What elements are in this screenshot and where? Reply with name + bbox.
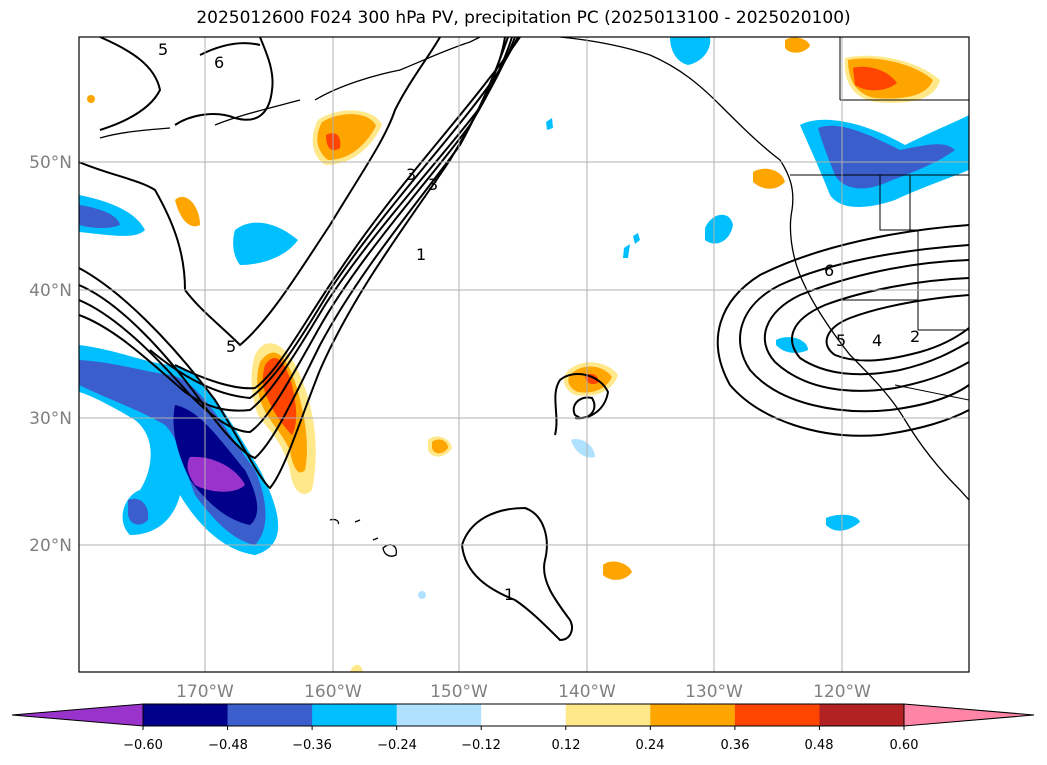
- lon-label: 150°W: [430, 682, 488, 702]
- pv-contour-labels: 5 6 5 3 1 3 6 5 4 2 1: [158, 40, 920, 604]
- gridlines: [79, 37, 969, 672]
- pv-label: 1: [504, 585, 514, 604]
- colorbar-cell: [227, 704, 313, 726]
- map-title: 2025012600 F024 300 hPa PV, precipitatio…: [196, 8, 851, 28]
- pv-label: 5: [226, 337, 236, 356]
- longitude-labels: 170°W 160°W 150°W 140°W 130°W 120°W: [176, 682, 871, 702]
- coastlines: [99, 37, 969, 557]
- colorbar-label: 0.36: [721, 738, 750, 753]
- map-frame: [78, 36, 970, 673]
- borders: [790, 37, 969, 401]
- colorbar-cell: [565, 704, 651, 726]
- colorbar-cell: [312, 704, 398, 726]
- lat-label: 40°N: [29, 281, 72, 301]
- colorbar-ticks: [142, 726, 905, 730]
- colorbar-label: −0.60: [123, 738, 163, 753]
- colorbar-label: 0.60: [890, 738, 919, 753]
- pv-label: 6: [214, 53, 224, 72]
- colorbar-label: 0.12: [552, 738, 581, 753]
- colorbar: −0.60 −0.48 −0.36 −0.24 −0.12 0.12 0.24 …: [11, 703, 1035, 753]
- colorbar-cell: [396, 704, 482, 726]
- colorbar-label: −0.24: [377, 738, 417, 753]
- latitude-labels: 50°N 40°N 30°N 20°N: [29, 153, 72, 556]
- colorbar-cell: [819, 704, 905, 726]
- colorbar-label: 0.48: [805, 738, 834, 753]
- colorbar-frame: [142, 703, 905, 727]
- pv-label: 5: [158, 40, 168, 59]
- colorbar-label: −0.12: [461, 738, 501, 753]
- precip-field: [79, 37, 969, 672]
- lon-label: 140°W: [558, 682, 616, 702]
- lon-label: 130°W: [685, 682, 743, 702]
- colorbar-extend-high: [903, 703, 1035, 727]
- colorbar-extend-low: [11, 703, 144, 727]
- map-area: 5 6 5 3 1 3 6 5 4 2 1: [79, 37, 969, 672]
- lon-label: 160°W: [304, 682, 362, 702]
- pv-label: 6: [824, 261, 834, 280]
- colorbar-cell: [734, 704, 820, 726]
- colorbar-cell: [650, 704, 736, 726]
- pv-label: 3: [406, 165, 416, 184]
- colorbar-cells: [11, 703, 1035, 727]
- colorbar-label: −0.48: [208, 738, 248, 753]
- lat-label: 50°N: [29, 153, 72, 173]
- pv-label: 5: [836, 331, 846, 350]
- lon-label: 120°W: [813, 682, 871, 702]
- lat-label: 20°N: [29, 536, 72, 556]
- colorbar-label: −0.36: [292, 738, 332, 753]
- pv-label: 2: [910, 327, 920, 346]
- pv-label: 3: [428, 175, 438, 194]
- lat-label: 30°N: [29, 409, 72, 429]
- colorbar-label: 0.24: [636, 738, 665, 753]
- colorbar-cell: [481, 704, 567, 726]
- pv-label: 4: [872, 331, 882, 350]
- colorbar-cell: [143, 704, 229, 726]
- lon-label: 170°W: [176, 682, 234, 702]
- pv-label: 1: [416, 245, 426, 264]
